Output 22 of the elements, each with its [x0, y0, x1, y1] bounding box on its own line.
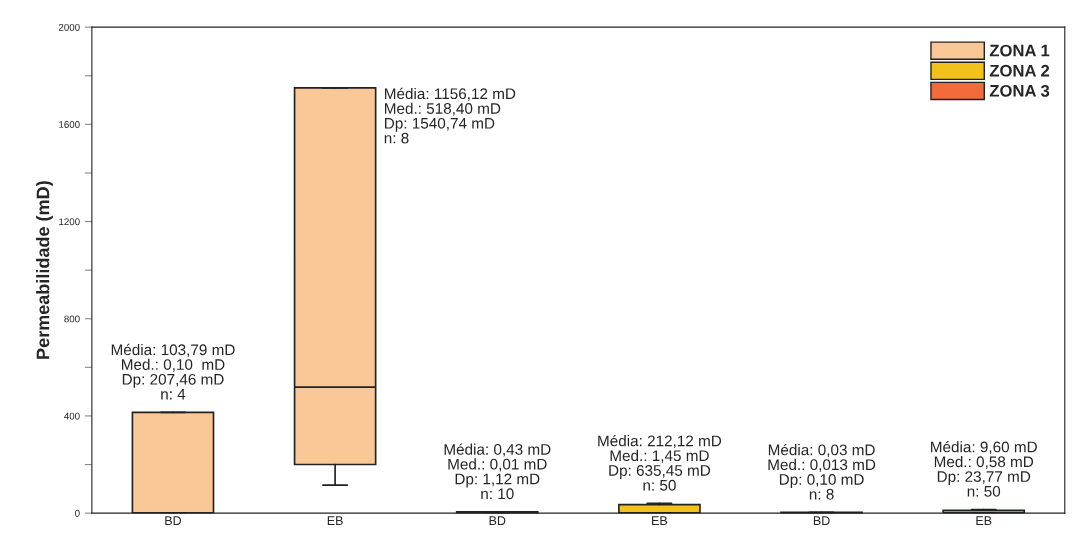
- y-tick-label: 400: [64, 412, 80, 420]
- annotation: Média: 103,79 mD Med.: 0,10 mD Dp: 207,46 mD n: 4: [111, 343, 235, 400]
- annotation: Média: 212,12 mD Med.: 1,45 mD Dp: 635,45 mD n: 50: [598, 434, 722, 491]
- x-tick-label: EB: [976, 516, 992, 525]
- x-tick-label: EB: [327, 516, 343, 525]
- y-tick-label: 2000: [58, 23, 80, 31]
- x-tick-label: EB: [652, 516, 668, 525]
- x-tick-label: BD: [165, 516, 182, 525]
- y-axis-title: Permeabilidade (mD): [36, 181, 53, 359]
- y-tick-label: 1200: [59, 218, 80, 226]
- y-tick-label: 0: [75, 509, 80, 517]
- legend-label: ZONA 1: [989, 44, 1050, 57]
- x-tick-label: BD: [489, 516, 506, 525]
- annotation: Média: 1156,12 mD Med.: 518,40 mD Dp: 1540,74 mD n: 8: [384, 87, 516, 144]
- legend-label: ZONA 3: [989, 84, 1050, 97]
- annotation: Média: 9,60 mD Med.: 0,58 mD Dp: 23,77 mD n: 50: [931, 440, 1037, 497]
- x-tick-label: BD: [813, 516, 830, 525]
- annotation: Média: 0,03 mD Med.: 0,013 mD Dp: 0,10 mD n: 8: [768, 443, 876, 500]
- legend-label: ZONA 2: [989, 64, 1050, 77]
- y-tick-label: 1600: [59, 121, 80, 128]
- y-tick-label: 800: [64, 315, 80, 323]
- annotation: Média: 0,43 mD Med.: 0,01 mD Dp: 1,12 mD n: 10: [444, 443, 551, 500]
